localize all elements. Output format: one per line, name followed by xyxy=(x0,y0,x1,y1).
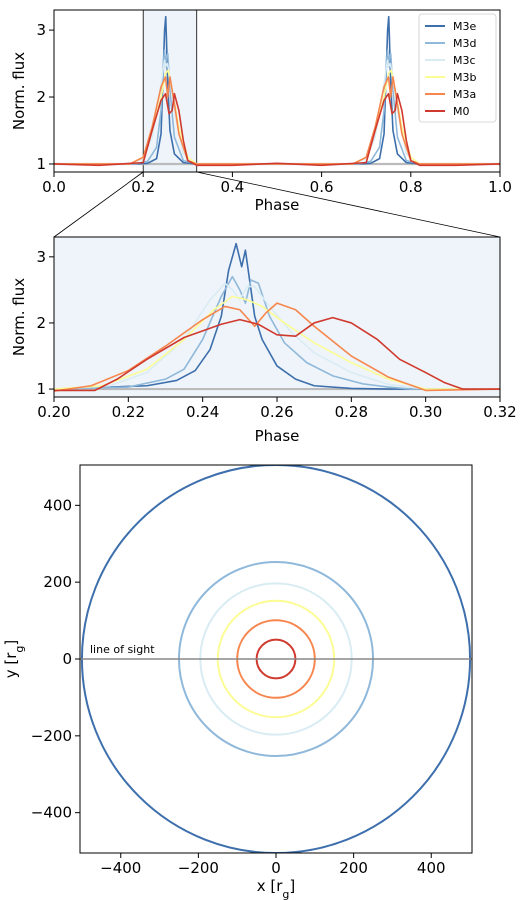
zoom-ticks: 0.20 0.22 0.24 0.26 0.28 0.30 0.32 1 2 3 xyxy=(36,248,516,421)
zoom-y-tick-label-1: 2 xyxy=(36,314,46,332)
legend-label-m3d: M3d xyxy=(453,37,476,50)
orbit-x-tick-label-2: 0 xyxy=(271,859,281,877)
line-of-sight-label: line of sight xyxy=(90,643,155,656)
legend-label-m3c: M3c xyxy=(453,54,476,67)
orbit-y-tick-label-0: −400 xyxy=(31,804,72,822)
full-y-tick-label-0: 1 xyxy=(36,155,46,173)
zoom-series xyxy=(54,242,500,392)
orbit-x-tick-label-4: 400 xyxy=(417,859,446,877)
orbit-panel: line of sight −400 −200 0 200 400 −400 −200 0 20… xyxy=(2,464,473,900)
zoom-y-tick-label-0: 1 xyxy=(36,380,46,398)
zoom-x-tick-label-3: 0.26 xyxy=(260,403,293,421)
zoom-series-m3c xyxy=(54,282,500,390)
full-series-m0 xyxy=(54,92,500,167)
legend: M3e M3d M3c M3b M3a M0 xyxy=(418,13,497,123)
orbit-y-tick-label-2: 0 xyxy=(62,650,72,668)
full-y-tick-label-1: 2 xyxy=(36,88,46,106)
zoom-series-m0 xyxy=(54,316,500,392)
zoom-series-m3b xyxy=(54,295,500,390)
zoom-y-axis-label: Norm. flux xyxy=(10,278,28,356)
zoom-connectors xyxy=(53,171,501,238)
zoom-series-m3a xyxy=(54,302,500,392)
legend-items: M3e M3d M3c M3b M3a M0 xyxy=(425,20,476,118)
zoom-series-m3d xyxy=(54,275,500,390)
full-phase-frame xyxy=(53,9,501,173)
zoom-y-tick-label-2: 3 xyxy=(36,248,46,266)
legend-label-m3b: M3b xyxy=(453,71,476,84)
full-x-tick-label-1: 0.2 xyxy=(131,178,155,196)
zoom-series-m3e xyxy=(54,242,500,390)
legend-label-m0: M0 xyxy=(453,105,470,118)
orbit-x-tick-label-3: 200 xyxy=(339,859,368,877)
zoom-x-tick-label-0: 0.20 xyxy=(37,403,70,421)
orbit-x-axis-label: x [rg] xyxy=(257,877,296,900)
zoom-panel: 0.20 0.22 0.24 0.26 0.28 0.30 0.32 1 2 3 Phase No… xyxy=(10,236,517,445)
full-x-tick-label-5: 1.0 xyxy=(488,178,512,196)
orbit-ticks: −400 −200 0 200 400 −400 −200 0 200 400 xyxy=(31,496,446,877)
orbit-y-tick-label-3: 200 xyxy=(43,573,72,591)
zoom-x-tick-label-2: 0.24 xyxy=(186,403,219,421)
orbit-x-tick-label-0: −400 xyxy=(100,859,141,877)
connector-left xyxy=(53,171,144,238)
full-x-tick-label-2: 0.4 xyxy=(220,178,244,196)
full-phase-series xyxy=(54,15,500,167)
full-y-tick-label-2: 3 xyxy=(36,21,46,39)
full-phase-panel: 0.0 0.2 0.4 0.6 0.8 1.0 1 2 3 Phase Norm. flux M… xyxy=(10,9,512,214)
zoom-x-tick-label-1: 0.22 xyxy=(112,403,145,421)
full-phase-y-axis-label: Norm. flux xyxy=(10,52,28,130)
orbit-y-tick-label-4: 400 xyxy=(43,496,72,514)
legend-label-m3a: M3a xyxy=(453,88,476,101)
zoom-x-tick-label-5: 0.30 xyxy=(409,403,442,421)
full-phase-ticks: 0.0 0.2 0.4 0.6 0.8 1.0 1 2 3 xyxy=(36,21,511,196)
full-x-tick-label-3: 0.6 xyxy=(310,178,334,196)
orbit-y-axis-label: y [rg] xyxy=(2,640,26,679)
orbit-y-tick-label-1: −200 xyxy=(31,727,72,745)
full-x-tick-label-0: 0.0 xyxy=(42,178,66,196)
zoom-x-tick-label-6: 0.32 xyxy=(483,403,516,421)
connector-right xyxy=(196,171,501,238)
zoom-x-tick-label-4: 0.28 xyxy=(335,403,368,421)
legend-label-m3e: M3e xyxy=(453,20,476,33)
full-x-tick-label-4: 0.8 xyxy=(399,178,423,196)
orbit-x-tick-label-1: −200 xyxy=(178,859,219,877)
full-phase-x-axis-label: Phase xyxy=(255,196,300,214)
zoom-x-axis-label: Phase xyxy=(255,427,300,445)
